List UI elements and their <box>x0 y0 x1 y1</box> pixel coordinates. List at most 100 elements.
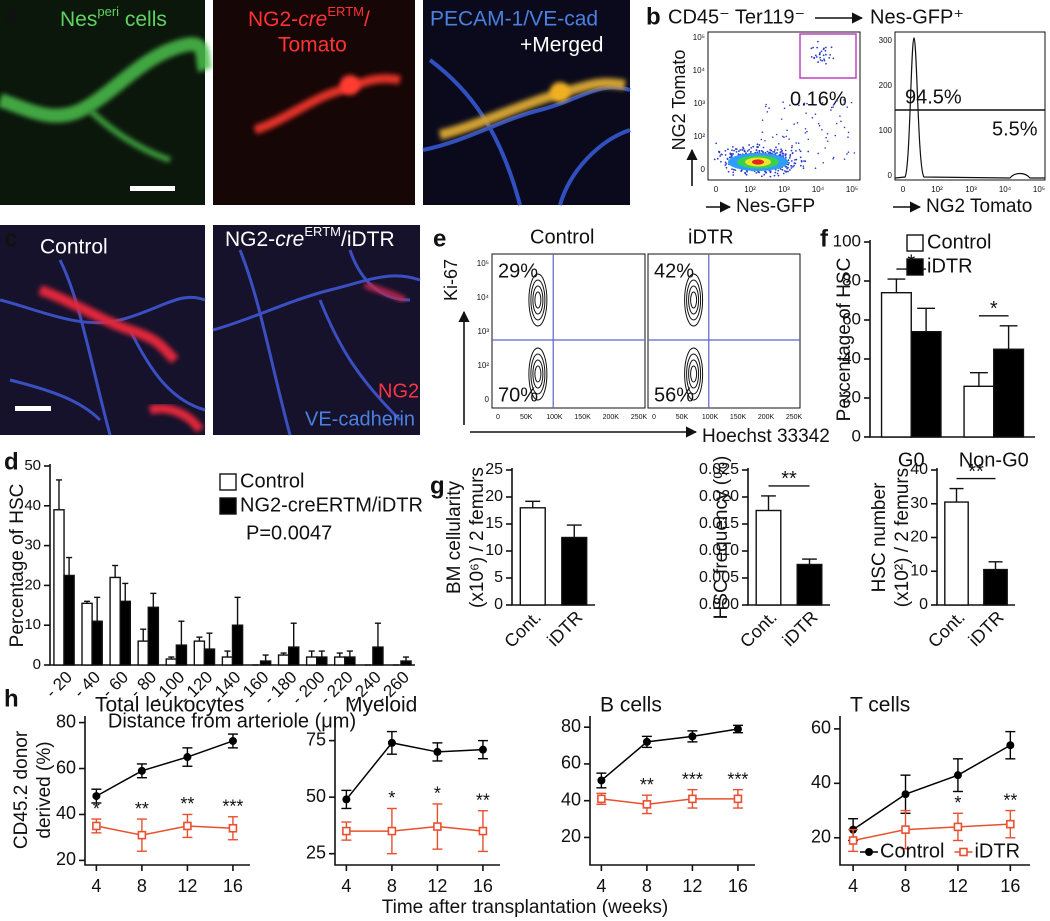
error-bar <box>802 558 817 565</box>
cell-event <box>791 152 794 154</box>
cell-event <box>719 155 722 157</box>
axis-label: CD45.2 donor <box>11 730 32 849</box>
x-tick-label: 100K <box>702 414 719 421</box>
cell-event <box>730 155 733 158</box>
cell-event <box>780 150 783 153</box>
cell-event <box>813 57 816 60</box>
cell-event <box>750 150 752 153</box>
plot-frame <box>647 253 801 409</box>
cell-event <box>780 118 783 120</box>
cell-event <box>781 168 784 171</box>
density-contour <box>528 273 548 327</box>
cell-event <box>733 149 735 152</box>
y-tick-label: 100 <box>879 126 893 135</box>
bar <box>316 656 328 666</box>
y-tick-label: 20 <box>910 529 928 546</box>
axis-label: Nes-GFP <box>736 196 815 217</box>
cell-event <box>774 152 777 155</box>
error-bar <box>318 650 325 658</box>
cell-event <box>828 56 831 59</box>
cell-event <box>814 167 817 169</box>
micrograph <box>0 0 212 205</box>
x-tick-label: 10⁴ <box>812 185 825 194</box>
plot-frame <box>491 253 646 409</box>
axis-label: HSC frequency (%) <box>711 456 732 620</box>
series-line <box>96 825 233 836</box>
cell-event <box>785 135 788 138</box>
point <box>183 821 192 831</box>
series-line <box>600 728 739 782</box>
cell-event <box>800 159 803 162</box>
cell-event <box>832 103 835 106</box>
cell-event <box>790 146 793 149</box>
cell-event <box>826 132 829 135</box>
cell-event <box>789 104 791 106</box>
density-contour <box>532 285 544 315</box>
cell-event <box>724 164 727 167</box>
bar <box>109 576 121 666</box>
series-line <box>345 742 483 800</box>
legend-swatch <box>219 497 237 515</box>
bar <box>983 568 1008 606</box>
y-tick-label: 40 <box>56 803 76 823</box>
micrograph <box>212 225 421 436</box>
axis-line <box>839 716 1030 866</box>
cell-event <box>830 109 832 111</box>
cell-event <box>734 148 737 150</box>
x-tick-label: 8 <box>137 876 147 896</box>
cell-event <box>817 122 820 125</box>
cell-event <box>766 111 769 113</box>
cell-event <box>760 138 763 141</box>
significance-mark: * <box>93 799 100 819</box>
cell-event <box>778 142 780 145</box>
cell-event <box>816 46 819 49</box>
point <box>478 745 487 754</box>
cell-event <box>724 149 727 152</box>
legend-label: iDTR <box>927 255 973 277</box>
label-part: peri <box>97 4 119 19</box>
error-bar <box>178 620 185 646</box>
cell-event <box>768 107 770 109</box>
series-line <box>346 825 484 832</box>
y-tick-label: 5 <box>494 569 503 586</box>
panel-letter: g <box>430 472 445 499</box>
cell-event <box>832 57 835 60</box>
gate-header: Nes-GFP⁺ <box>870 6 964 28</box>
bar <box>400 660 412 666</box>
y-tick-label: 40 <box>910 461 928 478</box>
cell-event <box>793 164 796 167</box>
cell-event <box>741 149 744 151</box>
density-contour <box>530 353 546 395</box>
error-bar <box>66 556 73 576</box>
x-tick-label: 200K <box>603 414 620 421</box>
cell-event <box>812 46 814 49</box>
cell-event <box>846 153 848 155</box>
micrograph <box>422 0 631 206</box>
bar <box>147 606 160 666</box>
series-line <box>852 823 1011 842</box>
y-tick-label: 20 <box>485 488 503 505</box>
bar <box>993 348 1025 438</box>
y-tick-label: 50 <box>24 457 41 474</box>
y-tick-label: 80 <box>56 711 76 731</box>
point <box>1006 819 1015 829</box>
y-tick-label: 10² <box>477 361 489 370</box>
y-tick-label: 10 <box>485 542 503 559</box>
cell-event <box>799 164 802 167</box>
x-tick-label: iDTR <box>543 607 586 650</box>
label-part: cre <box>275 228 304 251</box>
cell-event <box>823 59 826 62</box>
y-tick-label: 0 <box>701 165 706 174</box>
y-tick-label: 60 <box>842 309 861 328</box>
cell-event <box>799 156 802 159</box>
cell-event <box>773 151 776 153</box>
cell-event <box>764 151 767 154</box>
bar <box>221 656 234 666</box>
axis-line <box>334 716 500 866</box>
bar <box>231 624 244 666</box>
cell-event <box>787 163 790 166</box>
bar <box>334 656 346 666</box>
cell-event <box>761 119 764 121</box>
cell-event <box>782 101 784 103</box>
cell-event <box>746 170 748 173</box>
